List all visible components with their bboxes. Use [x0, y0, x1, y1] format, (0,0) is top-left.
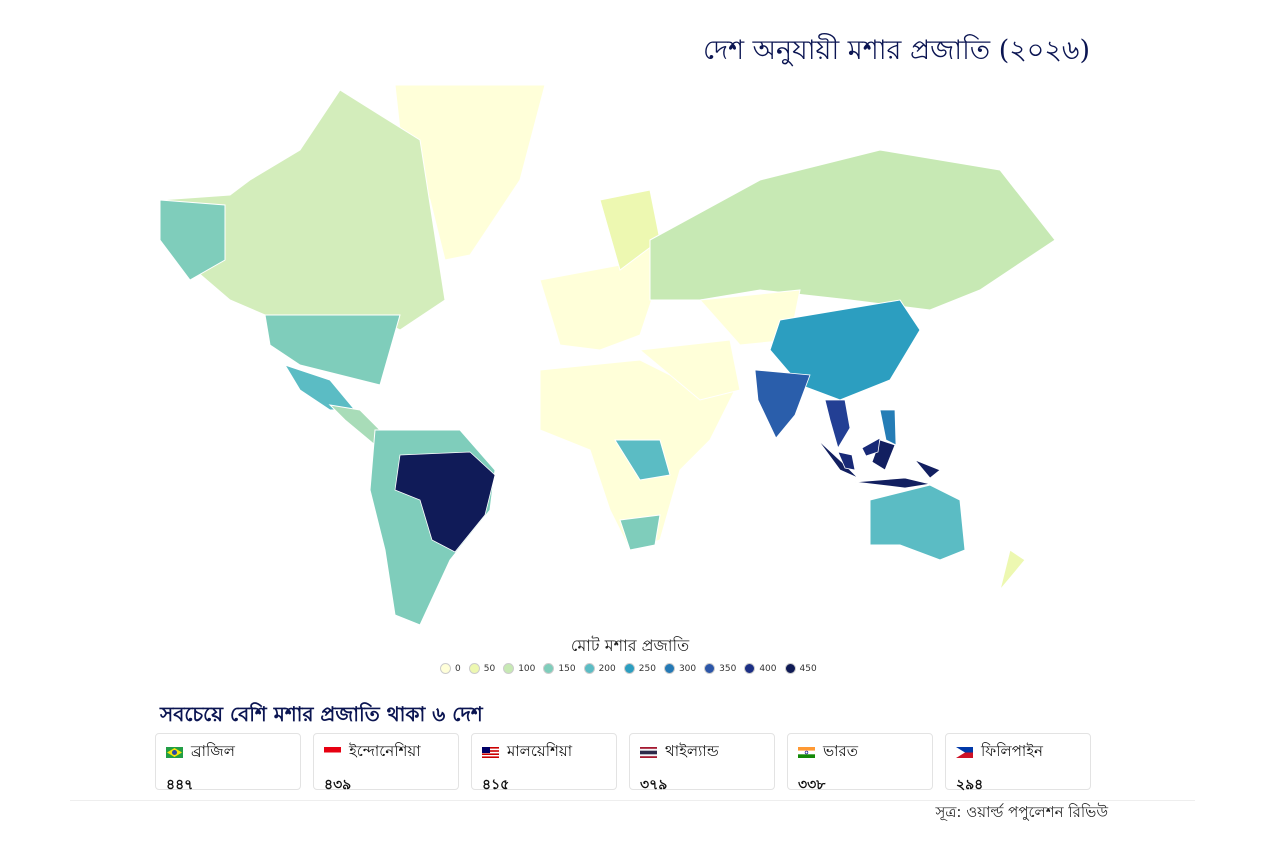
legend-label: 400 — [759, 663, 777, 674]
world-map — [159, 84, 1056, 626]
country-name: মালয়েশিয়া — [507, 742, 573, 760]
country-name: ব্রাজিল — [191, 742, 235, 760]
legend-swatch — [583, 663, 595, 674]
legend-label: 200 — [598, 663, 616, 674]
country-value: ৪১৫ — [482, 777, 510, 793]
legend-item: 0 — [440, 663, 461, 674]
land — [869, 484, 966, 561]
legend-item: 350 — [704, 663, 736, 674]
country-card: মালয়েশিয়া ৪১৫ — [471, 733, 617, 793]
divider — [70, 800, 1195, 801]
country — [879, 409, 897, 446]
legend-item: 250 — [623, 663, 656, 674]
source: সূত্র: ওয়ার্ল্ড পপুলেশন রিভিউ — [935, 803, 1109, 821]
country-name: থাইল্যান্ড — [665, 742, 719, 760]
legend-label: 300 — [678, 663, 697, 674]
country — [824, 399, 851, 449]
legend-label: 250 — [638, 663, 656, 674]
legend-swatch — [440, 663, 451, 674]
flag — [166, 747, 183, 758]
country-name: ইন্দোনেশিয়া — [349, 742, 421, 760]
country-value: ৪৪৭ — [166, 777, 194, 793]
land — [264, 314, 401, 386]
legend-label: 350 — [719, 663, 737, 674]
legend-swatch — [623, 663, 635, 674]
legend-label: 50 — [483, 663, 496, 674]
country-value: ৩৩৮ — [798, 777, 826, 793]
flag — [482, 747, 499, 758]
country — [754, 369, 811, 439]
flag — [798, 747, 815, 758]
country-card: ভারত ৩৩৮ — [787, 733, 933, 793]
land — [159, 89, 446, 331]
title: দেশ অনুযায়ী মশার প্রজাতি (২০২৬) — [702, 35, 1090, 66]
legend-item: 50 — [468, 663, 496, 674]
legend-label: 450 — [799, 663, 817, 674]
legend-item: 450 — [784, 663, 817, 674]
land — [649, 149, 1056, 311]
flag — [640, 747, 657, 758]
legend-item: 150 — [543, 663, 576, 674]
country-card: ব্রাজিল ৪৪৭ — [155, 733, 301, 793]
legend-swatch — [744, 663, 756, 674]
legend: 0 50 100 150 200 250 300 350 400 450 — [440, 663, 817, 674]
section-title: সবচেয়ে বেশি মশার প্রজাতি থাকা ৬ দেশ — [160, 702, 483, 726]
land — [619, 514, 661, 551]
country — [817, 439, 941, 489]
country — [394, 451, 496, 553]
legend-swatch — [663, 663, 675, 674]
legend-item: 100 — [503, 663, 535, 674]
flag — [956, 747, 973, 758]
legend-label: 150 — [558, 663, 576, 674]
land — [638, 339, 741, 401]
legend-swatch — [704, 663, 716, 674]
legend-swatch — [503, 663, 515, 674]
country-value: ২৯৪ — [956, 777, 984, 793]
legend-swatch — [543, 663, 555, 674]
country-card: ফিলিপাইন ২৯৪ — [945, 733, 1091, 793]
country-name: ফিলিপাইন — [981, 742, 1044, 760]
country-value: ৪৩৯ — [324, 777, 352, 793]
legend-label: 0 — [455, 663, 461, 674]
legend-title: মোট মশার প্রজাতি — [570, 636, 690, 655]
country-name: ভারত — [823, 742, 859, 760]
legend-item: 400 — [744, 663, 777, 674]
country-card: থাইল্যান্ড ৩৭৯ — [629, 733, 775, 793]
country — [837, 437, 881, 471]
land — [999, 549, 1026, 591]
legend-item: 200 — [583, 663, 616, 674]
country-card: ইন্দোনেশিয়া ৪৩৯ — [313, 733, 459, 793]
legend-swatch — [468, 663, 480, 674]
land — [159, 199, 226, 281]
flag — [324, 747, 341, 758]
legend-item: 300 — [663, 663, 697, 674]
legend-swatch — [784, 663, 796, 674]
legend-label: 100 — [518, 663, 536, 674]
land — [614, 439, 671, 481]
country-value: ৩৭৯ — [640, 777, 668, 793]
